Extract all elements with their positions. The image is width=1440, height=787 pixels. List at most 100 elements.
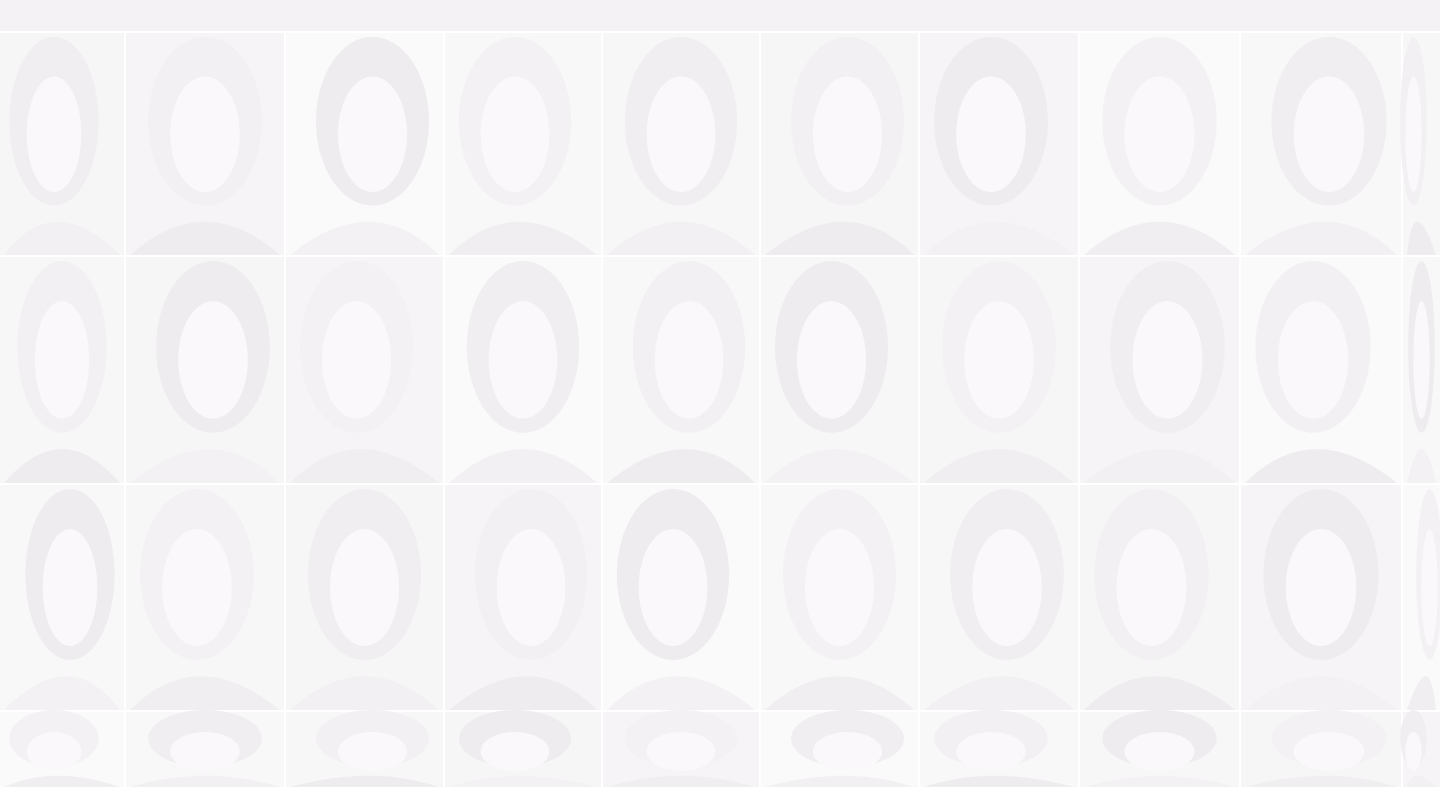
- shoulders: [1245, 676, 1397, 710]
- photo-tile: [126, 257, 284, 483]
- photo-tile: [920, 33, 1078, 255]
- shoulders: [4, 221, 120, 255]
- face: [812, 76, 883, 192]
- shoulders: [449, 676, 597, 710]
- shoulders: [607, 221, 755, 255]
- photo-grid: [0, 33, 1440, 787]
- photo-tile: [1400, 710, 1440, 787]
- shoulders: [1407, 449, 1436, 483]
- shoulders: [290, 676, 439, 710]
- face: [1116, 529, 1187, 646]
- face: [337, 732, 408, 771]
- photo-tile: [0, 33, 124, 255]
- shoulders: [607, 676, 755, 710]
- photo-tile: [603, 710, 759, 787]
- face: [26, 732, 82, 771]
- face: [1124, 732, 1195, 771]
- face: [1285, 529, 1357, 646]
- photo-tile: [1241, 33, 1401, 255]
- face: [480, 732, 550, 771]
- shoulders: [765, 775, 914, 787]
- photo-tile: [603, 257, 759, 483]
- face: [337, 76, 408, 192]
- face: [178, 301, 248, 419]
- shoulders: [130, 221, 280, 255]
- shoulders: [290, 775, 439, 787]
- face: [170, 732, 240, 771]
- face: [170, 76, 240, 192]
- face: [804, 529, 875, 646]
- face: [1277, 301, 1349, 419]
- top-bar: [0, 0, 1440, 31]
- face: [1405, 76, 1422, 192]
- face: [496, 529, 566, 646]
- photo-tile: [761, 710, 918, 787]
- shoulders: [607, 449, 755, 483]
- shoulders: [449, 221, 597, 255]
- photo-tile: [1080, 33, 1239, 255]
- face: [972, 529, 1042, 646]
- shoulders: [290, 449, 439, 483]
- photo-tile: [1403, 257, 1440, 483]
- shoulders: [4, 449, 120, 483]
- face: [1293, 76, 1365, 192]
- shoulders: [1245, 221, 1397, 255]
- shoulders: [290, 221, 439, 255]
- photo-tile: [920, 485, 1078, 710]
- shoulders: [607, 775, 755, 787]
- face: [812, 732, 883, 771]
- face: [1413, 301, 1430, 419]
- shoulders: [924, 775, 1074, 787]
- shoulders: [765, 221, 914, 255]
- face: [480, 76, 550, 192]
- photo-tile: [1080, 485, 1239, 710]
- shoulders: [1245, 775, 1397, 787]
- photo-tile: [445, 33, 601, 255]
- shoulders: [765, 449, 914, 483]
- overlay: [0, 31, 1440, 787]
- photo-tile: [1080, 710, 1239, 787]
- face: [956, 76, 1026, 192]
- face: [1124, 76, 1195, 192]
- photo-tile: [126, 485, 284, 710]
- photo-tile: [286, 257, 443, 483]
- shoulders: [1084, 449, 1235, 483]
- face: [646, 732, 716, 771]
- face: [488, 301, 558, 419]
- photo-tile: [286, 33, 443, 255]
- photo-tile: [761, 485, 918, 710]
- shoulders: [1084, 775, 1235, 787]
- photo-tile: [445, 257, 601, 483]
- photo-tile: [0, 257, 124, 483]
- photo-tile: [1080, 257, 1239, 483]
- shoulders: [4, 676, 120, 710]
- photo-tile: [445, 710, 601, 787]
- photo-tile: [126, 710, 284, 787]
- shoulders: [1084, 676, 1235, 710]
- face: [34, 301, 90, 419]
- shoulders: [924, 676, 1074, 710]
- photo-tile: [126, 33, 284, 255]
- shoulders: [1245, 449, 1397, 483]
- shoulders: [1407, 221, 1436, 255]
- photo-tile: [0, 485, 124, 710]
- photo-tile: [603, 33, 759, 255]
- face: [638, 529, 708, 646]
- shoulders: [924, 221, 1074, 255]
- shoulders: [130, 676, 280, 710]
- shoulders: [449, 775, 597, 787]
- shoulders: [130, 775, 280, 787]
- photo-tile: [445, 485, 601, 710]
- shoulders: [4, 775, 120, 787]
- shoulders: [130, 449, 280, 483]
- photo-tile: [1400, 33, 1440, 255]
- face: [329, 529, 400, 646]
- face: [162, 529, 232, 646]
- photo-tile: [1403, 485, 1440, 710]
- photo-tile: [1241, 257, 1401, 483]
- face: [1293, 732, 1365, 771]
- photo-tile: [920, 257, 1078, 483]
- face: [1132, 301, 1203, 419]
- face: [321, 301, 392, 419]
